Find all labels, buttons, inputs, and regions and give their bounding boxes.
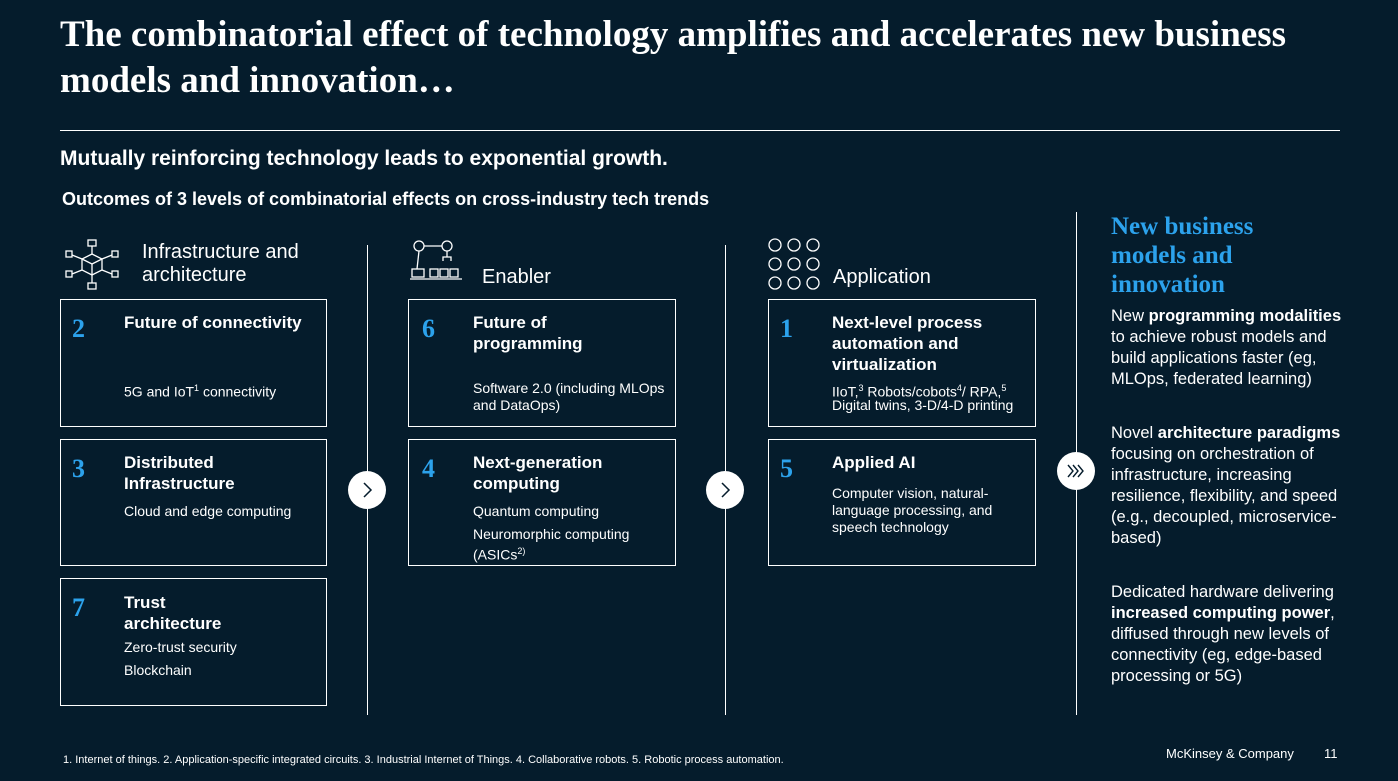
card-title: Future of programming	[473, 313, 583, 353]
card-future-of-connectivity: 2 Future of connectivity 5G and IoT1 con…	[60, 299, 327, 427]
new-business-paragraph: New programming modalities to achieve ro…	[1111, 307, 1342, 388]
card-next-generation-computing: 4 Next-generation computing Quantum comp…	[408, 439, 676, 566]
card-text: Quantum computing	[473, 503, 600, 519]
card-text: Blockchain	[124, 662, 192, 678]
card-title: Distributed Infrastructure	[124, 453, 235, 493]
card-title: Next-level process automation and virtua…	[832, 313, 983, 374]
column-heading-enabler: Enabler	[482, 266, 551, 288]
card-future-of-programming: 6 Future of programming Software 2.0 (in…	[408, 299, 676, 427]
card-text: Zero-trust security	[124, 639, 237, 655]
card-text: Computer vision, natural-	[832, 485, 989, 501]
chevron-right-icon	[348, 471, 386, 509]
card-text: and DataOps)	[473, 397, 561, 413]
card-text: Digital twins, 3-D/4-D printing	[832, 397, 1014, 413]
card-title: Next-generation computing	[473, 453, 603, 493]
card-text: Neuromorphic computing	[473, 526, 630, 542]
title-divider	[60, 130, 1340, 131]
sub-subtitle: Outcomes of 3 levels of combinatorial ef…	[62, 189, 710, 209]
page-number: 11	[1324, 746, 1338, 761]
card-number: 5	[780, 454, 793, 483]
network-cube-icon	[64, 237, 120, 298]
card-title: Applied AI	[832, 453, 916, 472]
card-next-level-process-automation: 1 Next-level process automation and virt…	[768, 299, 1036, 427]
card-title: Trust architecture	[124, 593, 222, 633]
card-number: 7	[72, 593, 85, 622]
card-text: speech technology	[832, 519, 949, 535]
subtitle: Mutually reinforcing technology leads to…	[60, 147, 668, 170]
new-business-title: New business models and innovation	[1111, 213, 1254, 298]
page-title: The combinatorial effect of technology a…	[60, 14, 1286, 101]
new-business-paragraph: Novel architecture paradigms focusing on…	[1111, 424, 1341, 547]
card-number: 3	[72, 454, 85, 483]
card-text: 5G and IoT1 connectivity	[124, 383, 277, 400]
card-number: 6	[422, 314, 435, 343]
card-text: IIoT,3 Robots/cobots4/ RPA,5	[832, 383, 1007, 400]
column-heading-infrastructure: Infrastructure and architecture	[142, 241, 299, 286]
card-number: 1	[780, 314, 793, 343]
new-business-paragraph: Dedicated hardware delivering increased …	[1111, 583, 1335, 685]
column-heading-application: Application	[833, 266, 931, 288]
dots-grid-icon	[766, 237, 824, 296]
card-number: 2	[72, 314, 85, 343]
card-title: Future of connectivity	[124, 313, 302, 332]
triple-chevron-icon	[1057, 452, 1095, 490]
card-text: Software 2.0 (including MLOps	[473, 380, 665, 396]
card-text: Cloud and edge computing	[124, 503, 292, 519]
card-number: 4	[422, 454, 435, 483]
card-text: language processing, and	[832, 502, 993, 518]
footnote: 1. Internet of things. 2. Application-sp…	[63, 754, 784, 766]
card-applied-ai: 5 Applied AI Computer vision, natural- l…	[768, 439, 1036, 566]
robot-arm-icon	[410, 239, 464, 286]
card-trust-architecture: 7 Trust architecture Zero-trust security…	[60, 578, 327, 706]
card-text: (ASICs2)	[473, 546, 526, 563]
card-distributed-infrastructure: 3 Distributed Infrastructure Cloud and e…	[60, 439, 327, 566]
brand-name: McKinsey & Company	[1166, 746, 1294, 761]
chevron-right-icon	[706, 471, 744, 509]
